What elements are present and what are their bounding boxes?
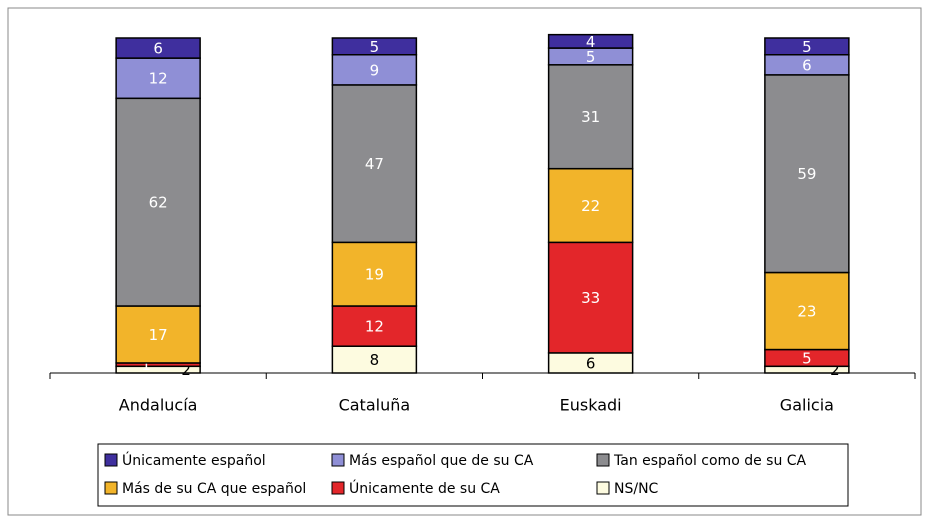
bar-segment	[331, 345, 418, 374]
legend-label: Más español que de su CA	[349, 453, 534, 469]
bar-segment	[331, 84, 418, 244]
x-tick-label: Euskadi	[560, 396, 622, 415]
data-label: 1	[141, 356, 151, 374]
x-tick-label: Galicia	[780, 396, 834, 415]
legend-label: Más de su CA que español	[122, 481, 306, 497]
bar-segment	[547, 33, 634, 49]
data-label: 12	[149, 70, 168, 88]
bar-segment	[331, 54, 418, 86]
data-label: 17	[149, 326, 168, 344]
data-label: 12	[365, 318, 384, 336]
data-label: 5	[370, 38, 380, 56]
bar-segment	[547, 241, 634, 354]
bar-segment	[115, 37, 201, 59]
x-tick-label: Andalucía	[119, 396, 198, 415]
data-label: 5	[802, 38, 812, 56]
bar-segment	[331, 37, 418, 56]
data-label: 47	[365, 155, 384, 173]
data-label: 22	[581, 197, 600, 215]
legend-label: Únicamente de su CA	[349, 479, 500, 497]
x-tick-label: Cataluña	[339, 396, 411, 415]
data-label: 23	[797, 303, 816, 321]
data-label: 5	[586, 48, 596, 66]
data-label: 9	[370, 61, 380, 79]
data-label: 59	[797, 165, 816, 183]
bar-segment	[115, 305, 201, 364]
data-label: 2	[181, 361, 191, 379]
legend-swatch	[331, 481, 345, 495]
bar-segment	[764, 37, 850, 56]
legend-label: NS/NC	[614, 481, 659, 497]
legend-label: Tan español como de su CA	[613, 453, 807, 469]
bar-segment	[547, 64, 634, 170]
legend-swatch	[104, 453, 118, 467]
data-label: 6	[802, 56, 812, 74]
bar-segment	[331, 305, 418, 347]
data-label: 6	[153, 40, 163, 58]
data-label: 33	[581, 289, 600, 307]
data-label: 6	[586, 354, 596, 372]
data-label: 8	[370, 351, 380, 369]
data-label: 2	[830, 361, 840, 379]
legend-label: Únicamente español	[122, 451, 266, 469]
legend-swatch	[596, 481, 610, 495]
bar-segment	[115, 97, 201, 307]
data-label: 4	[586, 33, 596, 51]
data-label: 31	[581, 108, 600, 126]
legend-swatch	[104, 481, 118, 495]
data-label: 62	[149, 194, 168, 212]
bar-segment	[331, 241, 418, 307]
bar-segment	[115, 57, 201, 100]
legend-swatch	[331, 453, 345, 467]
frame	[7, 7, 922, 516]
legend-box	[97, 443, 849, 507]
data-label: 19	[365, 266, 384, 284]
legend-swatch	[596, 453, 610, 467]
bar-segment	[547, 167, 634, 244]
data-label: 5	[802, 349, 812, 367]
